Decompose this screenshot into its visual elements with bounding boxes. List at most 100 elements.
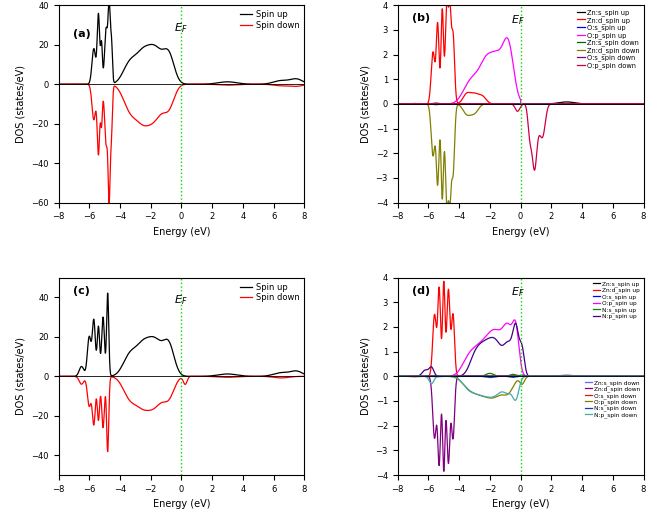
Text: $E_F$: $E_F$ [174, 21, 188, 35]
N:p_spin down [488, 394, 496, 400]
Line: N:s_spin down: N:s_spin down [398, 376, 644, 377]
O:s_spin down [437, 373, 445, 379]
O:s_spin up [499, 101, 506, 107]
O:p_spin up [640, 373, 647, 379]
Zn:d_spin down [436, 140, 444, 147]
Text: $E_F$: $E_F$ [511, 13, 525, 27]
Zn:d_spin up [443, 0, 451, 4]
Text: (d): (d) [413, 286, 430, 295]
Zn:d_spin up [640, 101, 647, 107]
Line: Zn:d_spin down: Zn:d_spin down [398, 104, 644, 207]
O:p_spin up [394, 101, 402, 107]
O:s_spin down [635, 101, 643, 107]
Zn:d_spin down [488, 373, 496, 379]
O:p_spin down [422, 101, 430, 107]
Zn:d_spin down [640, 373, 647, 379]
O:s_spin up [640, 373, 647, 379]
N:p_spin up [608, 373, 616, 379]
Zn:s_spin down [488, 101, 496, 107]
N:p_spin down [635, 373, 643, 379]
N:s_spin up [486, 370, 494, 376]
O:p_spin up [517, 101, 525, 107]
O:s_spin up [409, 100, 417, 106]
Zn:s_spin up [563, 99, 571, 105]
Zn:d_spin down [394, 373, 402, 379]
Zn:s_spin down [499, 101, 506, 107]
O:p_spin up [422, 373, 430, 379]
Text: $E_F$: $E_F$ [511, 286, 525, 299]
Zn:s_spin up [608, 101, 616, 107]
Zn:s_spin up [499, 373, 506, 379]
Zn:d_spin up [635, 373, 643, 379]
Zn:d_spin up [394, 101, 402, 107]
O:s_spin up [409, 373, 417, 379]
Line: O:p_spin down: O:p_spin down [398, 104, 644, 170]
Zn:d_spin up [517, 101, 525, 107]
Y-axis label: DOS (states/eV): DOS (states/eV) [16, 65, 25, 143]
X-axis label: Energy (eV): Energy (eV) [492, 500, 549, 509]
Spin up [160, 337, 168, 343]
O:p_spin up [608, 101, 616, 107]
Zn:d_spin down [394, 101, 402, 107]
O:s_spin down [528, 101, 536, 107]
O:p_spin up [499, 324, 506, 330]
Zn:s_spin down [394, 373, 402, 379]
Zn:s_spin up [394, 373, 402, 379]
Zn:d_spin down [608, 101, 616, 107]
O:s_spin down [437, 101, 445, 107]
O:p_spin down [394, 101, 402, 107]
Zn:s_spin down [499, 373, 506, 379]
O:p_spin down [436, 373, 444, 379]
N:s_spin up [436, 373, 444, 379]
O:p_spin up [635, 373, 643, 379]
O:s_spin down [640, 373, 647, 379]
O:s_spin up [422, 373, 430, 379]
Zn:s_spin up [488, 373, 496, 379]
O:p_spin down [635, 373, 643, 379]
N:s_spin up [640, 373, 647, 379]
O:s_spin up [499, 373, 506, 379]
Zn:s_spin up [394, 101, 402, 107]
N:s_spin down [486, 374, 494, 381]
N:p_spin down [394, 373, 402, 379]
Line: O:p_spin up: O:p_spin up [398, 320, 644, 376]
O:p_spin down [422, 373, 430, 379]
O:p_spin up [488, 49, 496, 55]
Zn:s_spin up [640, 373, 647, 379]
Line: Spin up: Spin up [58, 293, 304, 376]
Line: Zn:s_spin up: Zn:s_spin up [398, 102, 644, 104]
Zn:d_spin up [499, 101, 506, 107]
O:s_spin down [608, 101, 616, 107]
Zn:d_spin down [635, 101, 643, 107]
Spin up [55, 373, 62, 379]
Spin down [149, 120, 157, 126]
Line: Zn:d_spin up: Zn:d_spin up [398, 1, 644, 104]
O:p_spin down [487, 395, 495, 401]
Zn:d_spin down [508, 373, 516, 379]
Zn:s_spin down [640, 101, 647, 107]
Legend: Zn:s_spin up, Zn:d_spin up, O:s_spin up, O:p_spin up, Zn:s_spin down, Zn:d_spin : Zn:s_spin up, Zn:d_spin up, O:s_spin up,… [576, 8, 640, 69]
N:p_spin down [608, 373, 616, 379]
Line: N:p_spin up: N:p_spin up [398, 323, 644, 376]
Zn:d_spin down [499, 101, 506, 107]
O:p_spin down [436, 101, 444, 107]
Spin down [98, 124, 105, 130]
O:p_spin down [394, 373, 402, 379]
Zn:s_spin down [551, 373, 558, 379]
Spin up [104, 290, 112, 296]
Zn:d_spin down [608, 373, 616, 379]
O:s_spin up [635, 101, 643, 107]
O:s_spin up [488, 101, 496, 107]
Zn:s_spin down [635, 373, 643, 379]
Zn:d_spin down [422, 373, 430, 379]
Text: (a): (a) [73, 29, 91, 39]
N:p_spin up [488, 334, 496, 340]
Zn:d_spin up [422, 373, 430, 379]
O:p_spin up [499, 41, 506, 48]
Zn:d_spin down [443, 204, 451, 210]
O:s_spin up [394, 101, 402, 107]
Spin down [149, 406, 157, 412]
O:p_spin down [640, 373, 647, 379]
O:p_spin down [608, 373, 616, 379]
O:s_spin down [422, 373, 430, 379]
